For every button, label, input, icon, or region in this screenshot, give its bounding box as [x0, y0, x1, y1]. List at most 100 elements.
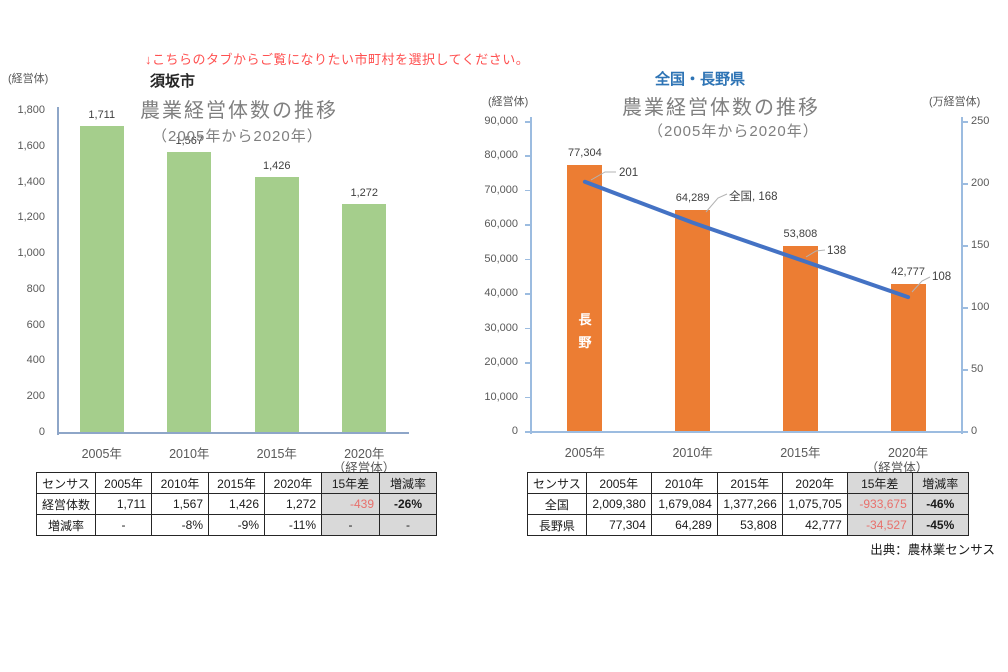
left-y-tick-label: 1,200: [17, 211, 45, 224]
left-chart-subtitle: （2005年から2020年）: [152, 128, 323, 145]
line-series: [582, 179, 911, 300]
right-y-tick-label-left: 40,000: [484, 287, 518, 300]
table-cell: 1,426: [208, 493, 266, 515]
table-header-cell: センサス: [35, 472, 97, 494]
left-chart-bar: [254, 176, 299, 432]
right-y-tick-mark-right: [963, 369, 968, 371]
table-header-cell: 2015年: [716, 472, 783, 494]
right-bar-value-label: 53,808: [783, 227, 818, 240]
right-y-tick-mark-left: [525, 327, 530, 330]
label-leader-line: [705, 193, 728, 213]
left-y-tick-label: 1,800: [17, 104, 45, 116]
right-y-tick-mark-right: [963, 431, 968, 433]
table-cell: -439: [321, 493, 381, 515]
source-note: 出典：農林業センサス: [870, 543, 995, 557]
table-header-cell: 15年差: [321, 472, 381, 494]
left-chart-bar: [167, 151, 212, 432]
left-x-tick-label: 2010年: [169, 447, 210, 461]
right-x-axis-unit-label: （経営体）: [865, 461, 929, 475]
right-chart-bar: [675, 209, 711, 431]
table-row: 長野県 77,304 64,289 53,808 42,777 -34,527 …: [527, 514, 969, 536]
right-y-tick-label-left: 70,000: [484, 183, 518, 196]
right-chart-bar: [567, 164, 603, 431]
table-cell: 1,075,705: [781, 493, 848, 515]
left-chart-title: 農業経営体数の推移: [140, 100, 338, 122]
left-chart-bar: [79, 125, 124, 432]
table-cell: 42,777: [781, 514, 848, 536]
right-y-tick-label-right: 0: [971, 425, 978, 437]
line-point-label: 全国, 168: [729, 191, 778, 203]
table-header-cell: 2005年: [95, 472, 153, 494]
left-y-tick-label: 1,600: [17, 139, 45, 152]
line-point-label: 201: [619, 167, 639, 179]
right-y-tick-mark-right: [963, 307, 968, 309]
left-y-tick-label: 600: [26, 318, 45, 331]
table-cell: -45%: [911, 514, 969, 536]
right-chart-secondary-axis-line: [961, 117, 963, 434]
table-cell: -: [379, 514, 438, 536]
row-label-cell: 経営体数: [35, 493, 97, 515]
table-cell: 1,679,084: [650, 493, 718, 515]
table-cell: -: [95, 514, 153, 536]
table-header-cell: 2010年: [151, 472, 210, 494]
table-cell: 1,272: [264, 493, 323, 515]
right-y-tick-label-right: 200: [971, 177, 990, 189]
right-y-tick-mark-right: [963, 183, 968, 185]
left-x-axis-unit-label: （経営体）: [332, 461, 396, 475]
left-chart-bar: [342, 204, 387, 432]
table-header-cell: 増減率: [379, 472, 438, 494]
table-cell: 64,289: [650, 514, 718, 536]
table-header-cell: 2010年: [650, 472, 718, 494]
right-x-tick-label: 2015年: [780, 446, 821, 460]
right-bar-value-label: 64,289: [675, 191, 710, 204]
right-bar-value-label: 77,304: [568, 146, 602, 159]
left-y-axis-unit-label: (経営体): [8, 73, 49, 85]
left-bar-value-label: 1,272: [350, 187, 379, 200]
table-header-cell: 2005年: [585, 472, 652, 494]
table-cell: 1,711: [95, 493, 153, 515]
label-leader-line: [805, 249, 826, 258]
table-cell: 1,567: [151, 493, 210, 515]
label-leader-line: [590, 171, 616, 181]
left-chart-region-title: 須坂市: [150, 73, 196, 90]
table-cell: 2,009,380: [585, 493, 652, 515]
right-y-tick-label-right: 50: [971, 363, 984, 375]
right-y-tick-label-left: 0: [511, 425, 518, 437]
right-y-tick-mark-left: [525, 189, 530, 192]
line-point-label: 108: [932, 271, 952, 283]
left-bar-value-label: 1,711: [88, 108, 116, 121]
table-header-row: センサス 2005年 2010年 2015年 2020年 15年差 増減率: [527, 472, 969, 494]
bar-series-inner-label: 長野: [578, 312, 592, 350]
right-y-tick-mark-left: [525, 121, 530, 123]
right-x-tick-label: 2020年: [887, 446, 929, 460]
left-y-tick-label: 200: [26, 390, 45, 403]
label-leader-line: [911, 276, 931, 293]
right-bar-value-label: 42,777: [891, 265, 925, 278]
table-header-cell: 2015年: [208, 472, 266, 494]
right-y-axis-right-unit-label: (万経営体): [929, 96, 981, 108]
left-y-tick-label: 1,400: [17, 175, 45, 188]
census-table-suzaka: センサス 2005年 2010年 2015年 2020年 15年差 増減率 経営…: [35, 472, 438, 536]
right-y-tick-mark-left: [525, 431, 530, 433]
right-y-tick-label-right: 250: [971, 115, 990, 127]
table-cell: -11%: [264, 514, 323, 536]
table-header-cell: 増減率: [911, 472, 969, 494]
right-chart-subtitle: （2005年から2020年）: [648, 123, 819, 140]
right-chart-y-axis-line: [530, 117, 532, 434]
left-chart-x-axis-line: [57, 432, 409, 434]
table-row: 全国 2,009,380 1,679,084 1,377,266 1,075,7…: [527, 493, 969, 515]
right-y-tick-mark-left: [525, 396, 530, 399]
right-y-tick-mark-right: [963, 245, 968, 247]
right-y-tick-label-left: 50,000: [484, 252, 518, 265]
left-x-tick-label: 2015年: [256, 447, 297, 461]
instruction-banner: ↓こちらのタブからご覧になりたい市町村を選択してください。: [145, 52, 530, 67]
right-y-tick-label-right: 150: [971, 239, 990, 251]
table-header-cell: センサス: [527, 472, 587, 494]
table-cell: -26%: [379, 493, 438, 515]
right-chart-bar: [782, 245, 818, 431]
left-x-tick-label: 2020年: [344, 447, 385, 461]
table-cell: 53,808: [716, 514, 783, 536]
left-y-tick-label: 800: [26, 282, 45, 295]
national-trend-line: [582, 171, 931, 300]
